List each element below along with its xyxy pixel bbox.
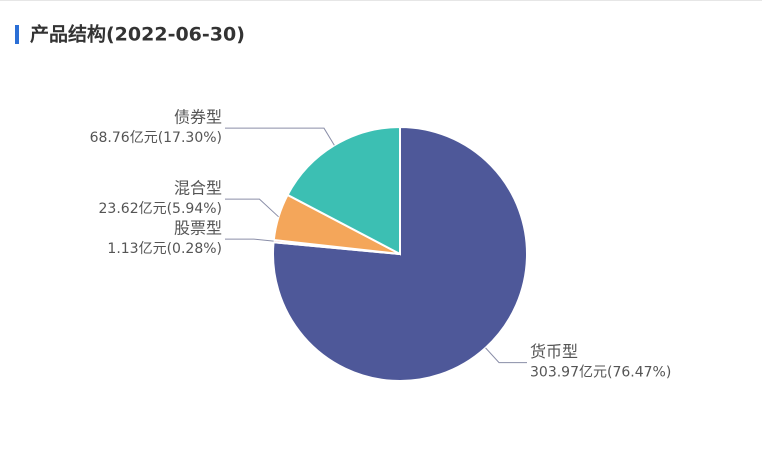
pie-slice xyxy=(272,125,528,382)
slice-name: 债券型 xyxy=(174,108,222,127)
slice-value-label: 303.97亿元(76.47%) xyxy=(530,365,671,381)
slice-name: 股票型 xyxy=(174,219,222,238)
title-marker xyxy=(15,25,19,44)
slice-value-label: 23.62亿元(5.94%) xyxy=(99,201,222,217)
slice-value-label: 1.13亿元(0.28%) xyxy=(107,241,222,257)
leader-line xyxy=(225,238,274,242)
slice-name: 货币型 xyxy=(530,342,578,361)
slice-value-label: 68.76亿元(17.30%) xyxy=(90,130,222,146)
slice-name: 混合型 xyxy=(174,179,222,198)
leader-line xyxy=(225,127,335,146)
pie-slice xyxy=(286,125,401,256)
leader-line xyxy=(225,198,279,218)
chart-title: 产品结构(2022-06-30) xyxy=(30,23,245,46)
leader-line xyxy=(485,347,527,364)
